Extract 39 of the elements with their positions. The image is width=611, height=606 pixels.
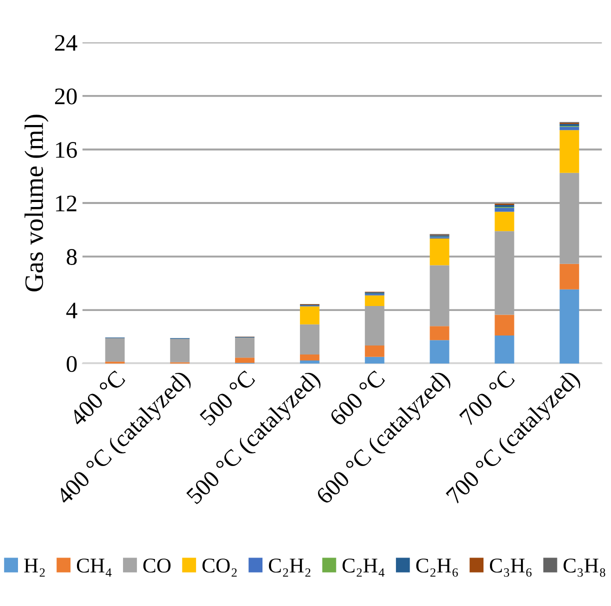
bar xyxy=(560,289,580,364)
bar xyxy=(300,306,320,324)
bar xyxy=(560,126,580,130)
legend-label: CO₂ xyxy=(202,558,237,577)
bar xyxy=(364,356,384,364)
y-tick-label: 4 xyxy=(66,302,78,318)
legend-label: C₃H₆ xyxy=(490,558,532,577)
bar xyxy=(364,346,384,357)
legend-label: CO xyxy=(143,558,171,573)
bar xyxy=(560,264,580,290)
legend-label: C₂H₄ xyxy=(342,558,384,577)
y-tick-label: 16 xyxy=(56,142,77,158)
y-tick-label: 20 xyxy=(55,88,77,104)
bar xyxy=(170,338,190,362)
bar xyxy=(105,338,125,362)
y-tick-label: 8 xyxy=(66,249,77,265)
y-tick-label: 12 xyxy=(56,196,76,212)
bar xyxy=(430,238,450,266)
bar xyxy=(235,358,255,363)
bar xyxy=(300,354,320,361)
bar xyxy=(560,130,580,173)
legend-label: H₂ xyxy=(24,558,45,577)
y-tick-label: 24 xyxy=(55,34,78,51)
bar xyxy=(494,314,514,336)
bar xyxy=(300,324,320,354)
legend-label: C₂H₆ xyxy=(416,558,458,577)
bar xyxy=(430,326,450,340)
legend-label: CH₄ xyxy=(76,558,112,577)
y-axis-title: Gas volume (ml) xyxy=(24,114,48,292)
bar xyxy=(494,208,514,212)
bar xyxy=(494,335,514,364)
y-tick-label: 0 xyxy=(66,356,77,372)
bar xyxy=(300,360,320,364)
bar xyxy=(494,212,514,232)
bar xyxy=(430,340,450,364)
legend-label: C₂H₂ xyxy=(268,558,310,577)
bar xyxy=(364,295,384,306)
bar xyxy=(235,338,255,358)
legend-label: C₃H₈ xyxy=(564,558,606,577)
